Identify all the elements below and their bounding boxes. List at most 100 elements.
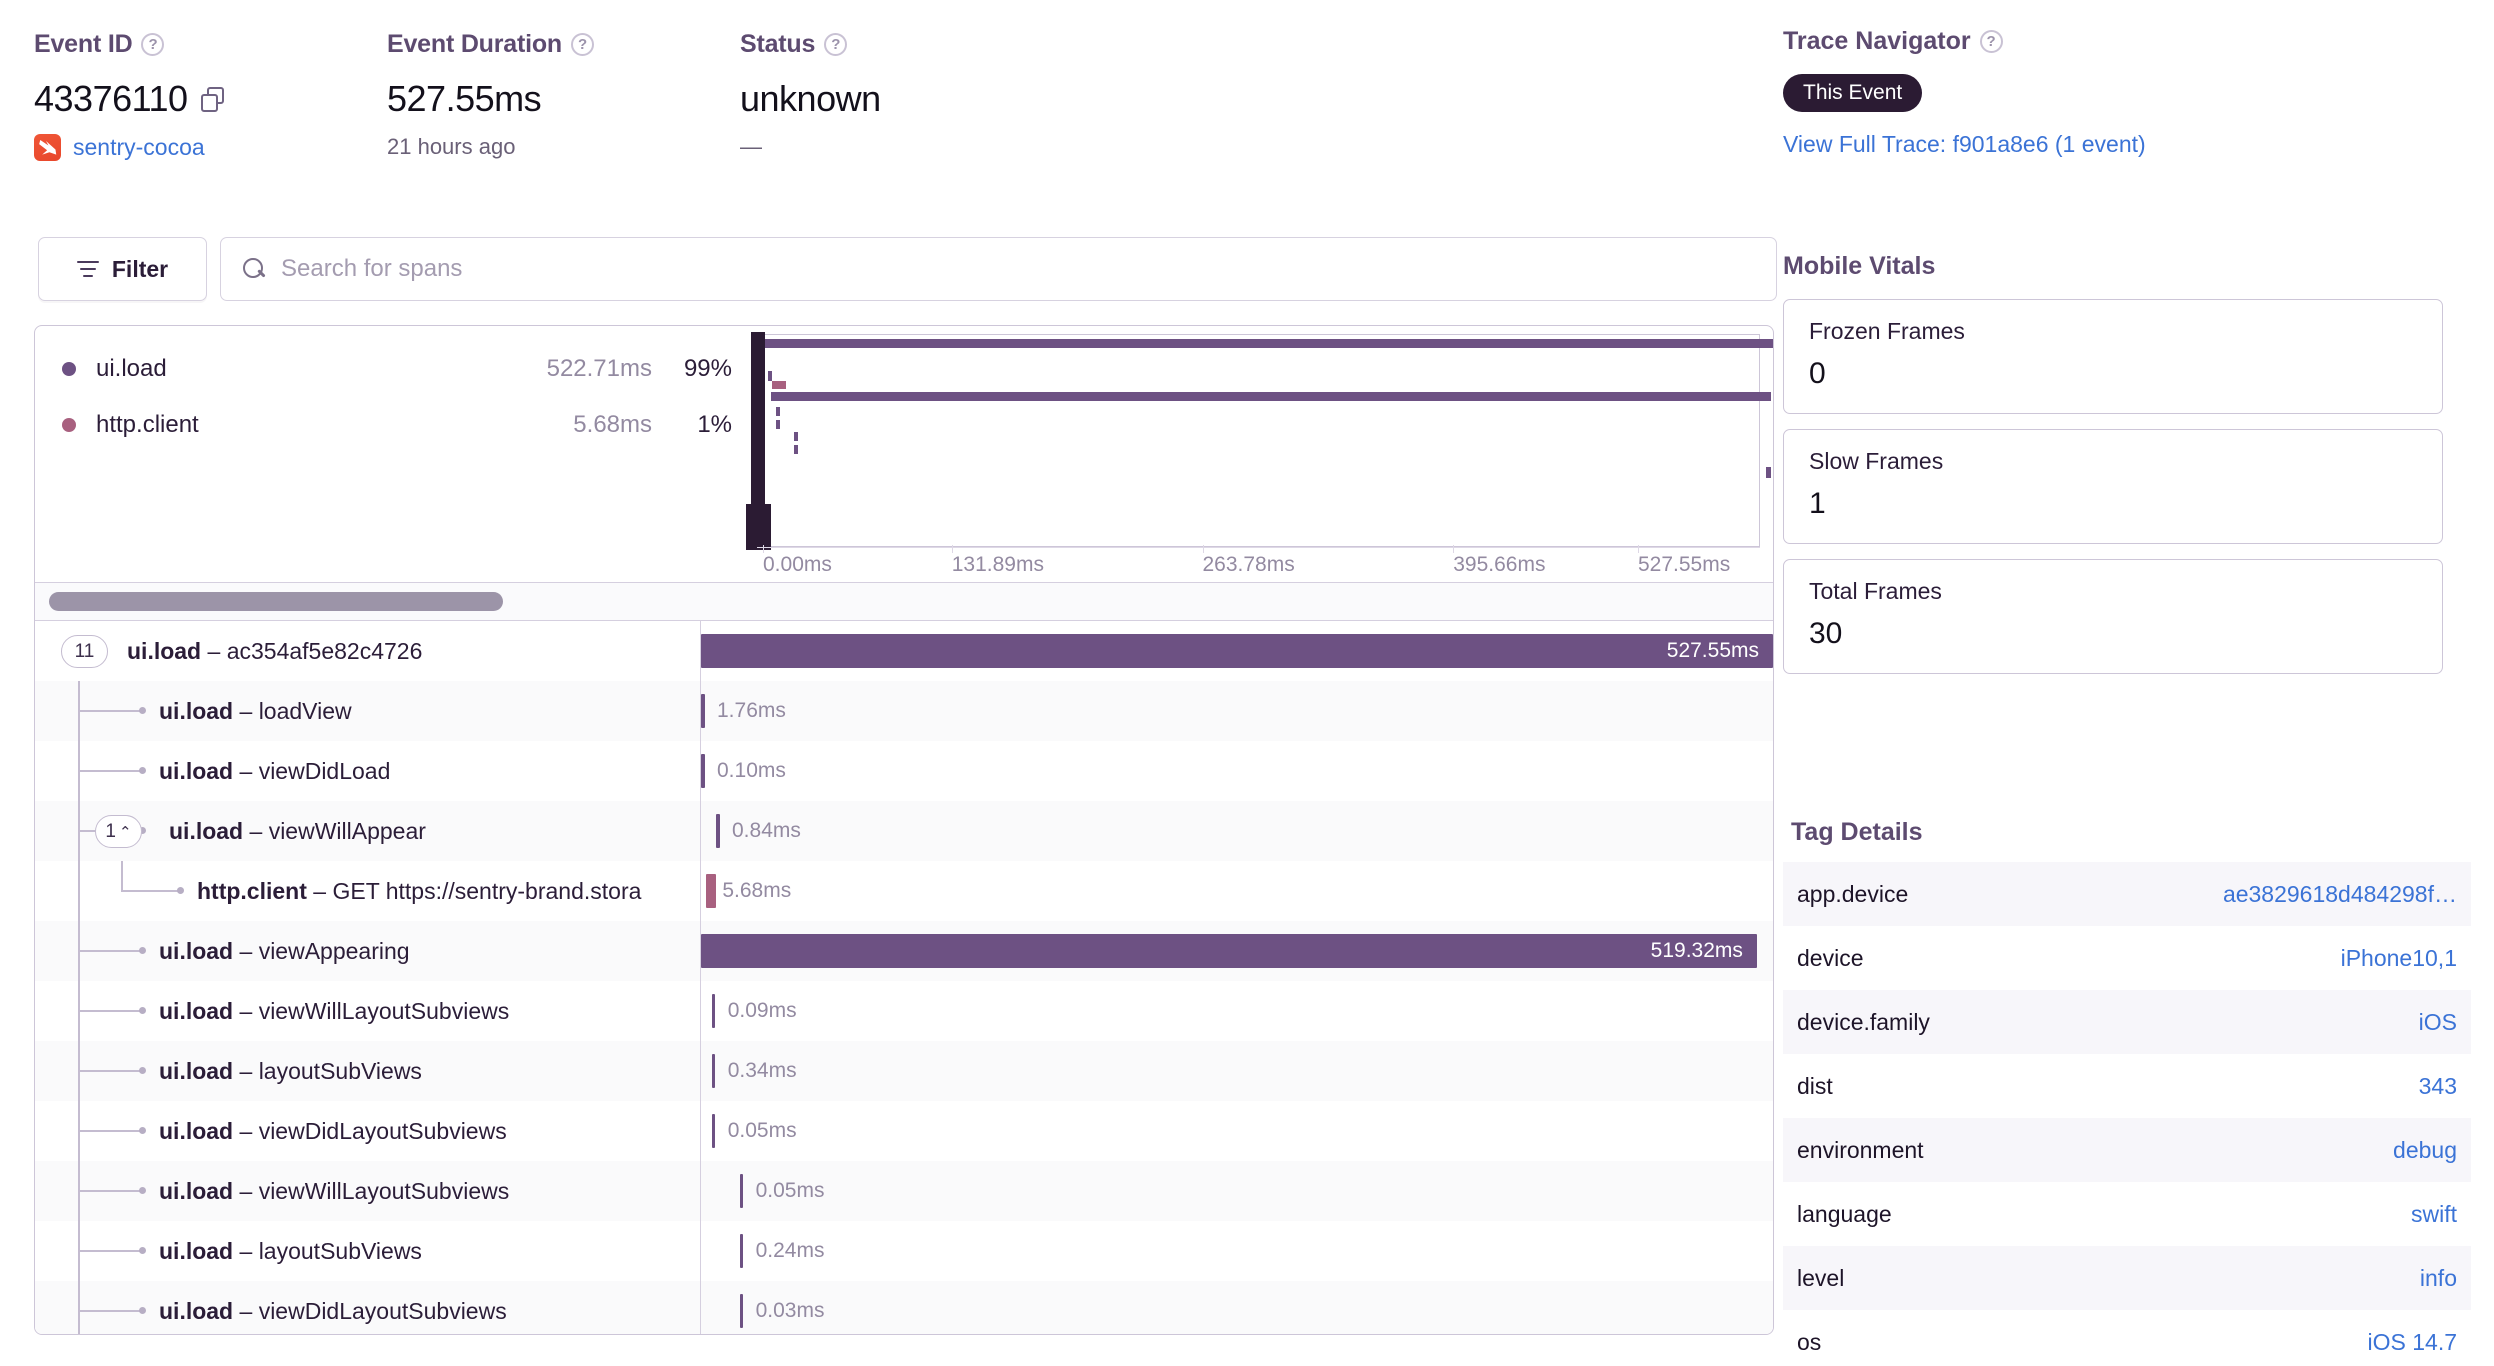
event-timestamp: 21 hours ago	[387, 134, 516, 159]
minimap-drag-handle-left[interactable]	[751, 332, 765, 548]
span-children-count-badge[interactable]: 1 ⌃	[95, 815, 142, 848]
span-row[interactable]: 1 ⌃ ui.load – viewWillAppear 0.84ms	[35, 801, 1773, 861]
tag-row[interactable]: level info	[1783, 1246, 2471, 1310]
filter-button[interactable]: Filter	[38, 237, 207, 301]
vital-name: Slow Frames	[1809, 448, 1944, 474]
span-duration-bar[interactable]	[711, 1054, 716, 1088]
legend-row[interactable]: ui.load 522.71ms 99%	[62, 351, 732, 387]
span-row[interactable]: 11 ui.load – ac354af5e82c4726 527.55ms	[35, 621, 1773, 681]
span-row-label-cell: 1 ⌃ ui.load – viewWillAppear	[35, 801, 701, 861]
tag-row[interactable]: environment debug	[1783, 1118, 2471, 1182]
trace-navigator-title-row: Trace Navigator ?	[1783, 27, 2146, 56]
project-link[interactable]: sentry-cocoa	[73, 134, 205, 160]
tag-value[interactable]: 343	[2418, 1072, 2457, 1099]
span-duration-bar[interactable]	[701, 694, 706, 728]
tag-value[interactable]: info	[2419, 1264, 2457, 1291]
span-duration-label: 0.03ms	[755, 1299, 825, 1322]
span-row[interactable]: ui.load – viewDidLayoutSubviews 0.05ms	[35, 1101, 1773, 1161]
summary-event-duration: Event Duration ? 527.55ms 21 hours ago	[387, 30, 740, 161]
help-icon[interactable]: ?	[571, 33, 594, 56]
span-duration-bar[interactable]: 527.55ms	[701, 634, 1773, 668]
tag-value[interactable]: iOS 14.7	[2367, 1328, 2458, 1355]
mobile-vitals-cards: Frozen Frames 0 Slow Frames 1 Total Frames 30	[1783, 299, 2443, 674]
tag-key: level	[1797, 1264, 1845, 1291]
tag-row[interactable]: language swift	[1783, 1182, 2471, 1246]
help-icon[interactable]: ?	[1979, 30, 2003, 53]
span-op: ui.load	[159, 1057, 234, 1084]
copy-icon[interactable]	[200, 86, 224, 112]
search-box[interactable]	[220, 237, 1777, 301]
tag-row[interactable]: app.device ae3829618d484298f…	[1783, 862, 2471, 926]
span-description: – viewWillAppear	[243, 817, 426, 844]
span-op: ui.load	[159, 997, 234, 1024]
chevron-up-icon: ⌃	[119, 823, 132, 841]
span-duration-bar[interactable]	[739, 1294, 744, 1328]
span-duration-bar[interactable]	[739, 1234, 744, 1268]
span-row[interactable]: ui.load – viewDidLoad 0.10ms	[35, 741, 1773, 801]
mobile-vitals-title: Mobile Vitals	[1783, 252, 1936, 280]
span-row-label-cell: ui.load – layoutSubViews	[35, 1041, 701, 1101]
minimap-drag-grip-left[interactable]	[746, 504, 771, 550]
horizontal-scrollbar-thumb[interactable]	[49, 592, 503, 611]
tag-row[interactable]: dist 343	[1783, 1054, 2471, 1118]
span-row-bar-cell: 0.05ms	[701, 1101, 1773, 1161]
span-duration-label: 0.34ms	[727, 1059, 797, 1082]
this-event-badge[interactable]: This Event	[1783, 74, 1923, 112]
span-row[interactable]: ui.load – layoutSubViews 0.24ms	[35, 1221, 1773, 1281]
span-row-label-cell: ui.load – layoutSubViews	[35, 1221, 701, 1281]
legend-op-name: ui.load	[96, 355, 167, 382]
horizontal-scrollbar-track[interactable]	[35, 583, 1773, 621]
span-duration-bar[interactable]	[711, 994, 716, 1028]
tag-value[interactable]: debug	[2393, 1136, 2457, 1163]
badge-count: 1	[105, 820, 116, 842]
span-row[interactable]: ui.load – viewWillLayoutSubviews 0.05ms	[35, 1161, 1773, 1221]
span-duration-bar[interactable]	[711, 1114, 716, 1148]
tag-value[interactable]: ae3829618d484298f…	[2222, 880, 2457, 907]
tree-connector-horizontal	[79, 1250, 141, 1252]
view-full-trace-link[interactable]: View Full Trace: f901a8e6 (1 event)	[1783, 131, 2146, 157]
tag-key: os	[1797, 1328, 1822, 1355]
span-row[interactable]: ui.load – layoutSubViews 0.34ms	[35, 1041, 1773, 1101]
span-children-count-badge[interactable]: 11	[61, 635, 108, 668]
tree-connector-horizontal	[79, 1130, 141, 1132]
filter-icon	[76, 260, 99, 278]
tag-key: device.family	[1797, 1008, 1930, 1035]
span-row[interactable]: http.client – GET https://sentry-brand.s…	[35, 861, 1773, 921]
search-input[interactable]	[281, 255, 1754, 283]
status-sub: —	[740, 134, 762, 159]
span-row[interactable]: ui.load – viewAppearing 519.32ms	[35, 921, 1773, 981]
legend-color-dot	[62, 362, 76, 376]
minimap-bar	[794, 445, 798, 454]
tag-row[interactable]: device iPhone10,1	[1783, 926, 2471, 990]
tree-node-dot	[139, 1127, 146, 1134]
project-row[interactable]: sentry-cocoa	[34, 134, 387, 161]
span-row[interactable]: ui.load – loadView 1.76ms	[35, 681, 1773, 741]
help-icon[interactable]: ?	[141, 33, 165, 56]
span-description: – GET https://sentry-brand.stora	[306, 877, 642, 904]
tree-node-dot	[139, 1187, 146, 1194]
span-duration-bar[interactable]	[716, 814, 720, 848]
span-op: ui.load	[159, 757, 234, 784]
trace-minimap[interactable]: 0.00ms 131.89ms 263.78ms 395.66ms 527.55ms	[735, 326, 1773, 583]
span-row[interactable]: ui.load – viewWillLayoutSubviews 0.09ms	[35, 981, 1773, 1041]
tag-row[interactable]: device.family iOS	[1783, 990, 2471, 1054]
event-duration-label: Event Duration	[387, 30, 562, 58]
event-id-label-row: Event ID ?	[34, 30, 387, 59]
span-description: – viewDidLayoutSubviews	[233, 1117, 507, 1144]
legend-row[interactable]: http.client 5.68ms 1%	[62, 407, 732, 443]
span-duration-bar[interactable]	[701, 754, 705, 788]
tag-row[interactable]: os iOS 14.7	[1783, 1310, 2471, 1366]
span-row-bar-cell: 519.32ms	[701, 921, 1773, 981]
minimap-frame	[757, 334, 1773, 547]
span-row[interactable]: ui.load – viewDidLayoutSubviews 0.03ms	[35, 1281, 1773, 1334]
tree-node-dot	[139, 947, 146, 954]
span-title: ui.load – viewWillLayoutSubviews	[159, 1178, 509, 1205]
tag-value[interactable]: swift	[2411, 1200, 2457, 1227]
span-row-label-cell: 11 ui.load – ac354af5e82c4726	[35, 621, 701, 681]
span-duration-bar[interactable]	[706, 874, 716, 908]
help-icon[interactable]: ?	[824, 33, 848, 56]
tag-value[interactable]: iOS	[2418, 1008, 2457, 1035]
span-duration-bar[interactable]	[739, 1174, 744, 1208]
tag-value[interactable]: iPhone10,1	[2340, 944, 2457, 971]
span-duration-bar[interactable]: 519.32ms	[701, 934, 1757, 968]
